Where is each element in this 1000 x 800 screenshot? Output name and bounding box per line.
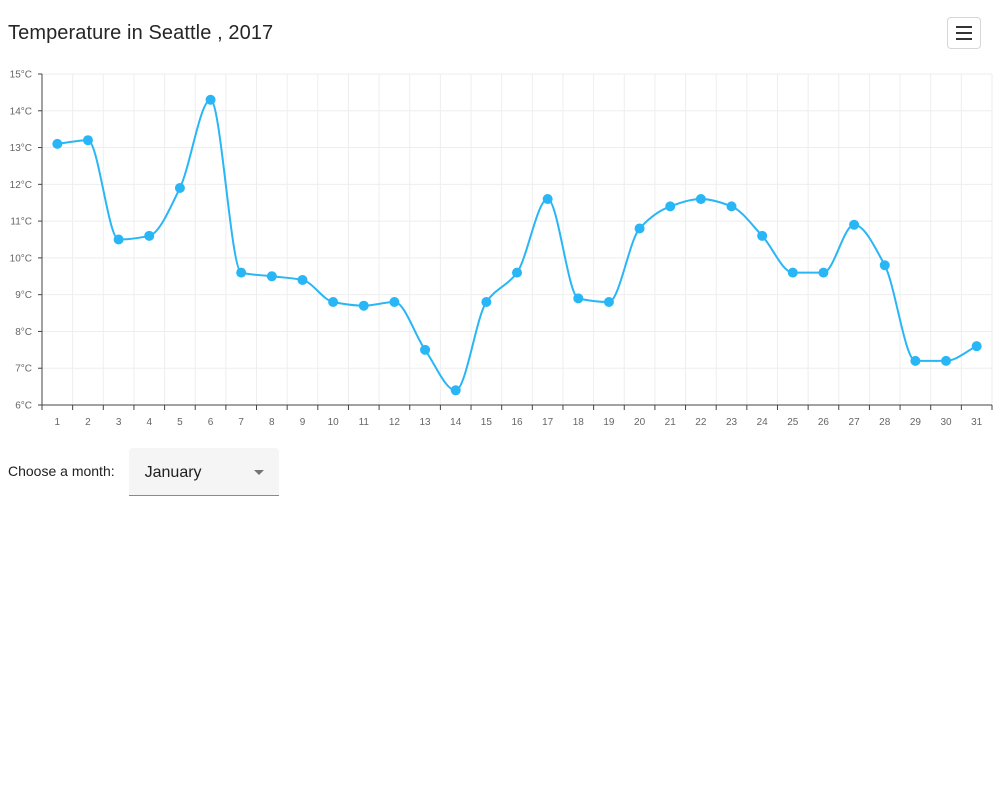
y-tick-label: 7°C (15, 364, 32, 375)
data-point (450, 385, 461, 396)
page-title: Temperature in Seattle , 2017 (8, 22, 274, 44)
data-point (174, 183, 185, 194)
data-point (971, 341, 982, 352)
data-point (113, 234, 124, 245)
x-tick-label: 25 (787, 417, 799, 428)
x-tick-label: 14 (450, 417, 462, 428)
y-tick-label: 13°C (10, 143, 32, 154)
y-tick-label: 11°C (10, 217, 32, 228)
x-tick-label: 12 (389, 417, 401, 428)
data-point (266, 271, 277, 282)
month-select-value: January (144, 464, 202, 481)
x-tick-label: 15 (481, 417, 493, 428)
hamburger-menu-icon-line (956, 38, 972, 40)
data-point (328, 297, 339, 308)
x-tick-label: 23 (726, 417, 738, 428)
data-point (603, 297, 614, 308)
x-tick-label: 29 (910, 417, 922, 428)
x-tick-label: 22 (695, 417, 707, 428)
data-point (52, 138, 63, 149)
x-tick-label: 24 (757, 417, 769, 428)
data-point (910, 355, 921, 366)
data-point (512, 267, 522, 278)
data-point (787, 267, 798, 278)
x-tick-label: 19 (603, 417, 615, 428)
data-point (726, 201, 737, 212)
data-point (82, 135, 93, 146)
data-point (849, 219, 860, 230)
data-point (879, 260, 890, 271)
temperature-chart: 6°C 7°C 8°C 9°C 10°C 11°C 12°C 13°C 14°C 15°C 1 2 3 4… (0, 60, 1000, 430)
x-tick-label: 5 (177, 417, 183, 428)
x-tick-label: 28 (879, 417, 891, 428)
data-point (297, 274, 308, 285)
month-controls: Choose a month: January (8, 448, 279, 496)
data-point (358, 300, 369, 311)
y-tick-label: 9°C (15, 290, 32, 301)
hamburger-menu-icon (956, 26, 972, 28)
month-select[interactable]: January (128, 448, 279, 496)
x-tick-label: 6 (208, 417, 214, 428)
data-point (695, 194, 706, 205)
x-tick-label: 1 (55, 417, 61, 428)
choose-month-label: Choose a month: (8, 463, 115, 479)
y-tick-label: 8°C (15, 327, 32, 338)
y-tick-label: 12°C (10, 180, 32, 191)
data-point (205, 94, 216, 105)
x-tick-label: 27 (849, 417, 861, 428)
data-point (481, 297, 492, 308)
header: Temperature in Seattle , 2017 (8, 22, 273, 50)
x-tick-label: 20 (634, 417, 646, 428)
data-point (420, 344, 431, 355)
x-tick-label: 17 (542, 417, 554, 428)
x-tick-label: 7 (238, 417, 244, 428)
y-tick-label: 6°C (15, 401, 32, 412)
menu-button[interactable] (947, 17, 981, 49)
y-tick-label: 14°C (10, 106, 32, 117)
x-tick-label: 2 (85, 417, 91, 428)
x-tick-label: 31 (971, 417, 983, 428)
data-point (144, 230, 155, 241)
x-tick-label: 13 (420, 417, 432, 428)
data-point (757, 230, 768, 241)
x-tick-label: 11 (359, 417, 370, 428)
hamburger-menu-icon-line (956, 32, 972, 34)
x-tick-label: 26 (818, 417, 830, 428)
data-point (542, 194, 553, 205)
x-tick-label: 8 (269, 417, 275, 428)
data-point (634, 223, 645, 234)
x-tick-label: 16 (511, 417, 523, 428)
data-point (573, 293, 584, 304)
x-tick-label: 30 (940, 417, 952, 428)
x-tick-label: 4 (146, 417, 152, 428)
data-point (389, 297, 400, 308)
chevron-down-icon (253, 470, 264, 475)
data-point (665, 201, 676, 212)
data-point (818, 267, 829, 278)
x-tick-label: 10 (328, 417, 340, 428)
y-tick-label: 10°C (10, 253, 32, 264)
x-tick-label: 18 (573, 417, 585, 428)
data-point (941, 355, 952, 366)
y-tick-label: 15°C (10, 70, 32, 81)
data-point (236, 267, 247, 278)
chart-svg: 6°C7°C8°C9°C10°C11°C12°C13°C14°C15°C1 2 3 4… (10, 70, 993, 428)
x-tick-label: 9 (300, 417, 306, 428)
x-tick-label: 3 (116, 417, 122, 428)
x-tick-label: 21 (665, 417, 677, 428)
